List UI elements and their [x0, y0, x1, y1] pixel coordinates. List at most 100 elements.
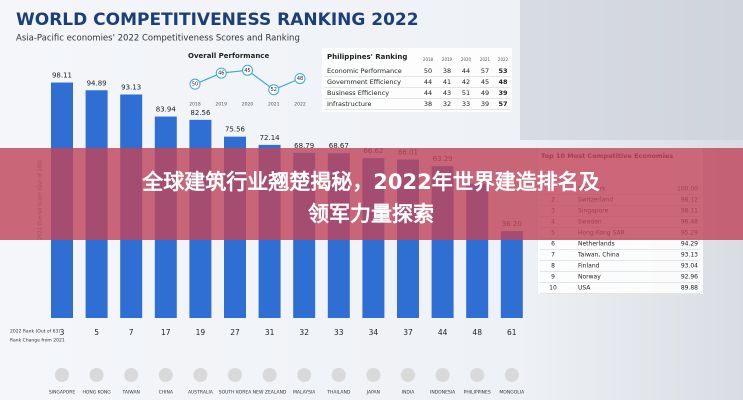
banner-line: 全球建筑行业翘楚揭秘，2022年世界建造排名及 [141, 170, 600, 194]
rank-change-label: Rank Change from 2021 [10, 338, 65, 344]
subtitle: Asia-Pacific economies' 2022 Competitive… [16, 34, 300, 44]
flag [158, 368, 173, 382]
rank: 19 [196, 328, 206, 337]
economy: Taiwan, China [577, 252, 620, 259]
economy: Finland [578, 263, 600, 270]
cell: 41 [443, 78, 451, 86]
rank: 31 [265, 328, 275, 337]
rank: 9 [551, 274, 555, 281]
rank: 3 [60, 328, 65, 337]
value-label: 75.56 [225, 126, 246, 134]
cell: 42 [462, 78, 470, 86]
x-tick-label: HONG KONG [82, 390, 111, 396]
building-photo [520, 0, 743, 140]
score: 94.29 [681, 241, 698, 248]
row-label: Government Efficiency [327, 78, 401, 86]
economy: USA [578, 285, 591, 292]
rank: 7 [129, 328, 134, 337]
column-header: 2021 [480, 57, 491, 62]
point [189, 78, 201, 90]
x-tick-label: TAIWAN [121, 390, 139, 396]
flag [297, 368, 312, 382]
value-label: 72.14 [260, 134, 281, 142]
rank: 8 [551, 263, 555, 270]
column-header: 2018 [423, 57, 434, 62]
value-label: 94.89 [87, 79, 107, 87]
flag [193, 368, 208, 382]
column-header: 2019 [442, 57, 453, 62]
x-tick-label: MONGOLIA [499, 390, 525, 396]
cell: 44 [424, 78, 432, 86]
row-label: Economic Performance [327, 67, 402, 75]
cell: 44 [462, 67, 470, 75]
point [268, 84, 280, 96]
cell: 38 [424, 100, 432, 108]
rank: 48 [472, 328, 482, 337]
point-label: 45 [244, 68, 250, 74]
rank: 33 [334, 328, 344, 337]
flag [124, 368, 139, 382]
flag [504, 368, 519, 382]
x-tick-label: CHINA [159, 390, 174, 396]
x-tick-label: NEW ZEALAND [253, 390, 287, 396]
cell: 57 [498, 100, 507, 108]
value-label: 82.56 [190, 109, 211, 117]
banner-line: 领军力量探索 [308, 202, 434, 226]
cell: 51 [462, 89, 470, 97]
flag [401, 368, 415, 382]
title: WORLD COMPETITIVENESS RANKING 2022 [16, 10, 419, 30]
column-header: 2022 [498, 57, 509, 62]
cell: 57 [481, 67, 489, 75]
flag [331, 368, 346, 382]
x-tick-label: INDIA [402, 390, 415, 396]
banner [0, 148, 743, 240]
cell: 33 [462, 100, 470, 108]
score: 93.13 [681, 252, 698, 259]
value-label: 83.94 [156, 106, 177, 114]
cell: 39 [498, 89, 508, 97]
cell: 39 [481, 100, 489, 108]
cell: 43 [443, 89, 451, 97]
rank: 27 [230, 328, 240, 337]
value-label: 68.67 [329, 142, 349, 150]
rank: 7 [551, 252, 555, 259]
value-label: 93.13 [121, 83, 141, 91]
row-label: Business Efficiency [327, 89, 389, 97]
cell: 50 [424, 67, 432, 75]
rank-label: 2022 Rank (Out of 63) [10, 329, 60, 335]
flag [435, 368, 450, 382]
flag [89, 368, 104, 382]
cell: 53 [498, 67, 507, 75]
point [215, 67, 227, 79]
rank: 5 [94, 328, 99, 337]
line-title: Overall Performance [188, 52, 269, 60]
rank: 32 [299, 328, 309, 337]
score: 92.96 [681, 274, 698, 281]
x-tick-label: THAILAND [326, 390, 351, 396]
flag [366, 368, 381, 382]
x-tick-label: 2020 [242, 102, 254, 108]
x-tick-label: 2019 [216, 102, 228, 108]
value-label: 98.11 [52, 72, 72, 80]
point-label: 48 [297, 76, 303, 82]
rank: 17 [161, 328, 171, 337]
rank: 44 [438, 328, 448, 337]
flag [228, 368, 242, 382]
economy: Netherlands [578, 241, 615, 248]
rank: 34 [369, 328, 379, 337]
x-tick-label: PHILIPPINES [464, 390, 491, 396]
rank: 6 [551, 241, 555, 248]
x-tick-label: 2021 [268, 102, 280, 108]
cell: 44 [424, 89, 432, 97]
cell: 38 [443, 67, 451, 75]
table-title: Philippines' Ranking [327, 53, 407, 61]
rank: 37 [403, 328, 413, 337]
x-tick-label: INDONESIA [430, 390, 456, 396]
flag [55, 368, 69, 382]
value-label: 68.79 [294, 142, 314, 150]
row-label: Infrastructure [327, 100, 371, 108]
point-label: 46 [218, 71, 224, 77]
score: 93.04 [681, 263, 698, 270]
rank: 10 [549, 285, 557, 292]
point [242, 64, 253, 76]
